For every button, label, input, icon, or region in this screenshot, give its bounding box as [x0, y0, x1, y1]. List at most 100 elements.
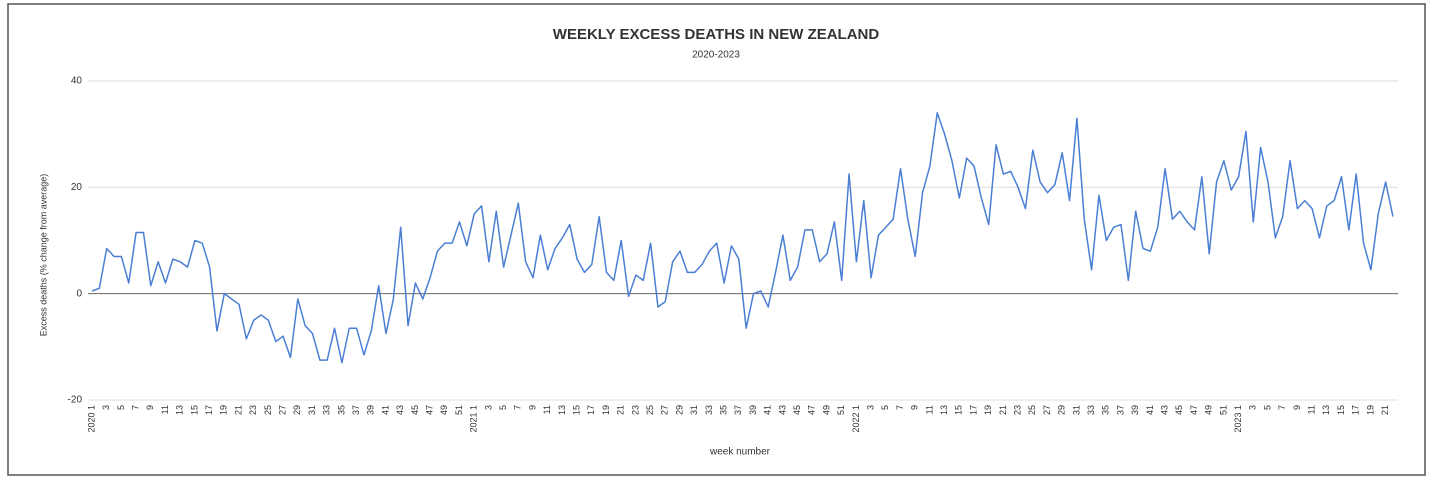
x-tick-label: 37 [351, 405, 361, 415]
x-tick-label: 7 [130, 405, 140, 410]
x-tick-label: 47 [424, 405, 434, 415]
x-tick-label: 13 [1321, 405, 1331, 415]
x-tick-label: 37 [1115, 405, 1125, 415]
x-tick-label: 2022 1 [851, 405, 861, 433]
x-tick-label: 49 [1204, 405, 1214, 415]
x-tick-label: 7 [895, 405, 905, 410]
x-tick-label: 47 [1189, 405, 1199, 415]
x-tick-label: 45 [1174, 405, 1184, 415]
x-tick-label: 15 [189, 405, 199, 415]
x-tick-label: 25 [645, 405, 655, 415]
x-tick-label: 41 [1145, 405, 1155, 415]
frame [7, 3, 1426, 476]
x-tick-label: 13 [939, 405, 949, 415]
x-tick-label: 7 [1277, 405, 1287, 410]
x-tick-label: 33 [322, 405, 332, 415]
x-tick-label: 5 [1262, 405, 1272, 410]
x-tick-label: 21 [233, 405, 243, 415]
x-tick-label: 9 [910, 405, 920, 410]
x-tick-label: 29 [292, 405, 302, 415]
x-tick-label: 25 [1027, 405, 1037, 415]
x-tick-label: 15 [954, 405, 964, 415]
x-tick-label: 51 [836, 405, 846, 415]
x-tick-label: 39 [1130, 405, 1140, 415]
x-tick-label: 5 [498, 405, 508, 410]
y-tick-label: 20 [71, 182, 83, 193]
x-tick-label: 35 [718, 405, 728, 415]
x-tick-label: 51 [1218, 405, 1228, 415]
x-tick-label: 31 [307, 405, 317, 415]
x-tick-label: 29 [674, 405, 684, 415]
x-tick-label: 2020 1 [86, 405, 96, 433]
data-line [91, 112, 1394, 364]
x-tick-label: 29 [1057, 405, 1067, 415]
x-tick-label: 39 [748, 405, 758, 415]
x-tick-label: 9 [1292, 405, 1302, 410]
x-tick-label: 19 [601, 405, 611, 415]
chart-subtitle: 2020-2023 [692, 50, 740, 61]
x-tick-label: 23 [248, 405, 258, 415]
x-tick-label: 7 [513, 405, 523, 410]
x-tick-label: 11 [1306, 405, 1316, 414]
x-tick-label: 27 [660, 405, 670, 415]
x-tick-label: 37 [733, 405, 743, 415]
x-tick-label: 21 [616, 405, 626, 415]
x-tick-label: 43 [1159, 405, 1169, 415]
x-tick-label: 49 [821, 405, 831, 415]
x-tick-label: 43 [395, 405, 405, 415]
x-tick-label: 11 [924, 405, 934, 414]
x-tick-label: 41 [380, 405, 390, 415]
x-tick-label: 31 [1071, 405, 1081, 415]
x-tick-label: 15 [571, 405, 581, 415]
x-tick-label: 2023 1 [1233, 405, 1243, 433]
x-tick-label: 17 [586, 405, 596, 415]
chart-title: WEEKLY EXCESS DEATHS IN NEW ZEALAND [553, 26, 880, 43]
x-tick-label: 33 [704, 405, 714, 415]
x-tick-label: 25 [263, 405, 273, 415]
x-tick-label: 3 [865, 405, 875, 410]
x-tick-label: 45 [410, 405, 420, 415]
x-tick-label: 27 [1042, 405, 1052, 415]
y-tick-label: 40 [71, 76, 83, 87]
x-tick-label: 39 [366, 405, 376, 415]
x-tick-label: 27 [277, 405, 287, 415]
x-tick-label: 19 [983, 405, 993, 415]
x-tick-label: 31 [689, 405, 699, 415]
x-tick-label: 9 [145, 405, 155, 410]
x-tick-label: 41 [763, 405, 773, 415]
x-tick-label: 33 [1086, 405, 1096, 415]
y-tick-label: -20 [68, 395, 83, 406]
x-tick-label: 5 [880, 405, 890, 410]
x-tick-label: 19 [219, 405, 229, 415]
x-tick-label: 3 [101, 405, 111, 410]
x-tick-label: 5 [116, 405, 126, 410]
y-axis-label: Excess deaths (% change from average) [38, 174, 48, 337]
x-tick-label: 15 [1336, 405, 1346, 415]
x-tick-label: 11 [542, 405, 552, 414]
x-tick-label: 23 [1012, 405, 1022, 415]
x-tick-label: 9 [527, 405, 537, 410]
x-tick-label: 43 [777, 405, 787, 415]
x-tick-label: 21 [998, 405, 1008, 415]
x-tick-label: 3 [1248, 405, 1258, 410]
x-tick-label: 17 [1351, 405, 1361, 415]
x-tick-label: 35 [1101, 405, 1111, 415]
x-tick-label: 49 [439, 405, 449, 415]
x-tick-label: 47 [807, 405, 817, 415]
x-tick-label: 2021 1 [469, 405, 479, 433]
x-tick-label: 19 [1365, 405, 1375, 415]
x-tick-label: 17 [204, 405, 214, 415]
x-axis-label: week number [709, 447, 771, 458]
x-tick-label: 11 [160, 405, 170, 414]
y-tick-label: 0 [76, 288, 82, 299]
x-tick-label: 51 [454, 405, 464, 415]
x-tick-label: 13 [557, 405, 567, 415]
x-tick-label: 21 [1380, 405, 1390, 415]
x-tick-label: 3 [483, 405, 493, 410]
x-tick-label: 35 [336, 405, 346, 415]
x-tick-label: 45 [792, 405, 802, 415]
x-tick-label: 17 [968, 405, 978, 415]
x-tick-label: 23 [630, 405, 640, 415]
